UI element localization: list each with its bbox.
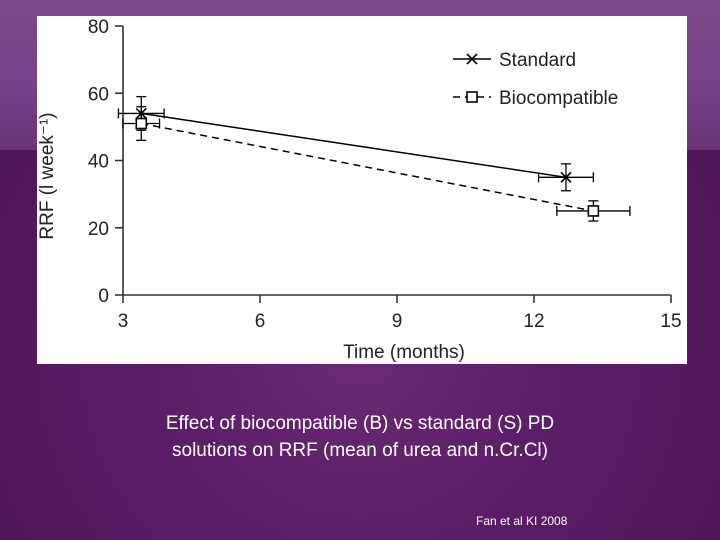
legend-marker-biocompatible bbox=[466, 91, 478, 103]
x-axis-label: Time (months) bbox=[343, 342, 465, 363]
y-tick-label-60: 60 bbox=[88, 84, 109, 105]
legend-marker-standard bbox=[466, 53, 478, 65]
caption-line-2: solutions on RRF (mean of urea and n.Cr.… bbox=[172, 440, 548, 461]
point-biocompatible-1 bbox=[587, 205, 600, 217]
y-tick-label-20: 20 bbox=[88, 219, 109, 240]
x-tick-label-3: 3 bbox=[118, 311, 129, 332]
legend-entry-standard: Standard bbox=[453, 50, 576, 71]
y-tick-label-40: 40 bbox=[88, 152, 109, 173]
citation: Fan et al KI 2008 bbox=[476, 514, 568, 528]
legend: Standard Biocompatible bbox=[453, 50, 618, 109]
point-standard-1 bbox=[560, 171, 572, 183]
legend-entry-biocompatible: Biocompatible bbox=[453, 88, 618, 109]
y-tick-label-80: 80 bbox=[88, 17, 109, 38]
legend-label-standard: Standard bbox=[499, 50, 576, 71]
series-line-standard bbox=[141, 112, 567, 179]
y-tick-label-0: 0 bbox=[98, 286, 109, 307]
point-biocompatible-0 bbox=[135, 117, 148, 130]
legend-label-biocompatible: Biocompatible bbox=[499, 88, 618, 109]
slide-caption: Effect of biocompatible (B) vs standard … bbox=[60, 410, 660, 464]
axes: 0 20 40 60 80 3 6 9 12 15 bbox=[88, 17, 682, 332]
chart-panel: 0 20 40 60 80 3 6 9 12 15 Standard Biocompatible R… bbox=[37, 16, 687, 364]
caption-line-1: Effect of biocompatible (B) vs standard … bbox=[165, 413, 555, 434]
x-tick-label-6: 6 bbox=[255, 311, 266, 332]
series-biocompatible bbox=[122, 106, 631, 222]
series-line-biocompatible bbox=[141, 122, 594, 212]
y-axis-label: RRF (l week⁻¹) bbox=[37, 112, 58, 239]
series-layer bbox=[117, 95, 631, 222]
series-standard bbox=[117, 95, 595, 192]
x-tick-label-15: 15 bbox=[660, 311, 681, 332]
rrf-chart: 0 20 40 60 80 3 6 9 12 15 Standard Biocompatible R… bbox=[37, 17, 682, 363]
x-tick-label-12: 12 bbox=[523, 311, 544, 332]
x-tick-label-9: 9 bbox=[392, 311, 403, 332]
